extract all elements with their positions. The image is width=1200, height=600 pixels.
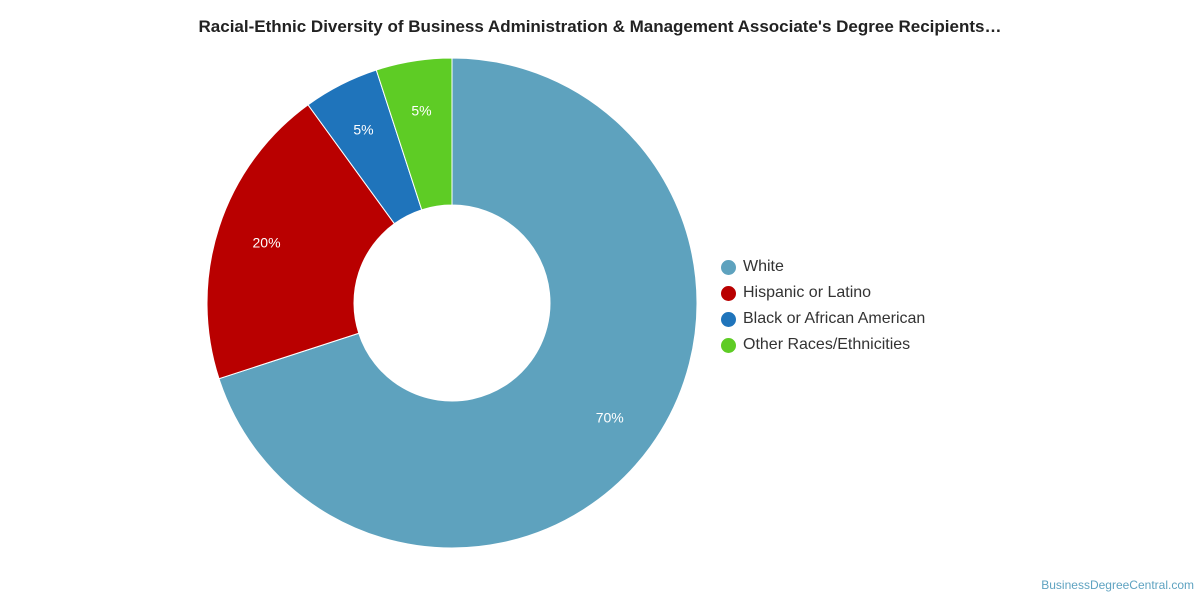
legend-label-black-or-african-american: Black or African American: [743, 310, 926, 327]
legend-swatch-hispanic-or-latino: [721, 285, 736, 301]
chart-legend: White Hispanic or Latino Black or Africa…: [721, 254, 925, 358]
chart-title: Racial-Ethnic Diversity of Business Admi…: [198, 17, 1002, 36]
legend-label-other-races-ethnicities: Other Races/Ethnicities: [743, 336, 911, 353]
legend-swatch-other-races-ethnicities: [721, 337, 736, 353]
legend-item-black-or-african-american[interactable]: Black or African American: [721, 306, 925, 332]
legend-item-other-races-ethnicities[interactable]: Other Races/Ethnicities: [721, 332, 925, 358]
legend-swatch-black-or-african-american: [721, 311, 736, 327]
source-credit[interactable]: BusinessDegreeCentral.com: [1041, 578, 1194, 592]
slice-label-black-or-african-american: 5%: [353, 121, 373, 137]
slice-label-white: 70%: [596, 410, 624, 426]
slice-label-other-races-ethnicities: 5%: [411, 102, 431, 118]
legend-item-hispanic-or-latino[interactable]: Hispanic or Latino: [721, 280, 925, 306]
slice-other-races-ethnicities[interactable]: [375, 57, 453, 211]
slice-white[interactable]: [218, 57, 698, 549]
slice-hispanic-or-latino[interactable]: [206, 104, 396, 380]
legend-item-white[interactable]: White: [721, 254, 925, 280]
legend-label-white: White: [743, 258, 784, 275]
legend-label-hispanic-or-latino: Hispanic or Latino: [743, 284, 872, 301]
slice-label-hispanic-or-latino: 20%: [253, 235, 281, 251]
legend-swatch-white: [721, 259, 736, 275]
